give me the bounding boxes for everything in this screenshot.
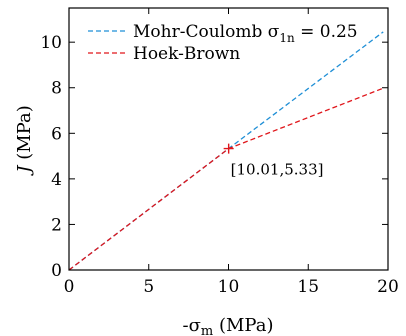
legend-label-mohr-coulomb: Mohr-Coulomb σ1n = 0.25 [133,22,358,45]
legend: Mohr-Coulomb σ1n = 0.25 Hoek-Brown [88,22,358,64]
y-tick-label: 2 [51,215,62,235]
x-axis-label-suffix: (MPa) [213,315,273,336]
y-tick-label: 10 [40,33,62,53]
y-axis-label: J (MPa) [14,105,35,176]
y-tick-label: 6 [51,124,62,144]
x-tick-label: 20 [377,277,399,297]
plot-lines [68,31,384,271]
plot-frame [68,7,389,271]
y-tick-label: 4 [51,170,62,190]
x-tick-label: 10 [218,277,240,297]
x-tick-label: 15 [297,277,319,297]
x-tick-label: 5 [143,277,154,297]
marker-group [223,143,234,154]
legend-label-hoek-brown: Hoek-Brown [133,44,240,64]
x-tick-label: 0 [64,277,75,297]
x-axis-label-prefix: -σ [183,315,201,336]
y-axis-label-suffix: (MPa) [14,105,35,165]
x-axis-label-sub: m [201,324,213,336]
point-annotation: [10.01,5.33] [231,161,324,179]
tick-labels: 0 5 10 15 20 0 2 4 6 8 10 [40,33,398,297]
legend-mohr-coulomb-name: Mohr-Coulomb σ [133,22,280,42]
intersection-marker [223,143,234,154]
y-tick-label: 0 [51,261,62,281]
x-axis-label: -σm (MPa) [183,315,274,336]
y-axis-label-main: J [14,164,35,177]
series-line-hoek-brown [68,87,384,271]
legend-mohr-coulomb-sub: 1n [279,31,295,45]
legend-mohr-coulomb-suffix: = 0.25 [295,22,358,42]
y-tick-label: 8 [51,79,62,99]
